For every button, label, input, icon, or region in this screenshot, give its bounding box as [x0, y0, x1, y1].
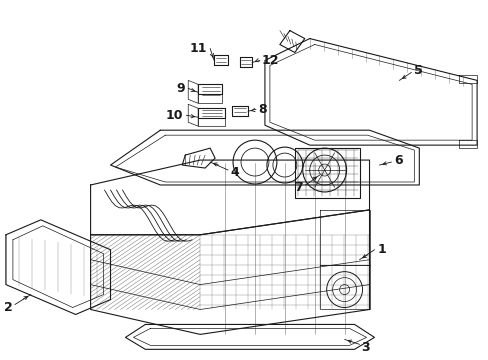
Text: 7: 7	[293, 181, 302, 194]
Text: 1: 1	[377, 243, 386, 256]
Text: 5: 5	[413, 64, 422, 77]
Text: 11: 11	[189, 42, 207, 55]
Text: 12: 12	[262, 54, 279, 67]
Text: 8: 8	[258, 103, 266, 116]
Text: 4: 4	[229, 166, 238, 179]
Text: 10: 10	[165, 109, 183, 122]
Text: 2: 2	[4, 301, 13, 314]
Text: 3: 3	[361, 341, 369, 354]
Text: 6: 6	[394, 154, 402, 167]
Text: 9: 9	[176, 82, 185, 95]
